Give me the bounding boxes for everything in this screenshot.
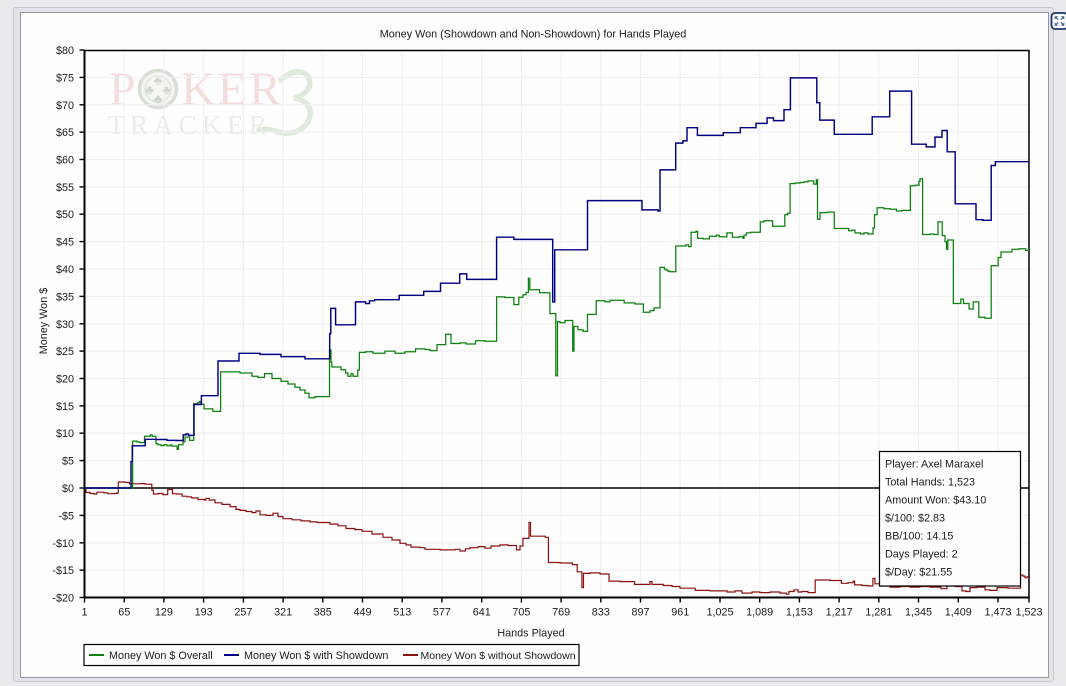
svg-text:$/Day: $21.55: $/Day: $21.55 — [885, 567, 952, 579]
svg-text:1,025: 1,025 — [706, 607, 733, 619]
svg-text:$80: $80 — [56, 45, 74, 57]
svg-text:$65: $65 — [56, 127, 74, 139]
svg-text:$45: $45 — [56, 237, 74, 249]
svg-text:$10: $10 — [56, 428, 74, 440]
svg-text:♣: ♣ — [162, 82, 171, 97]
svg-text:$40: $40 — [56, 264, 74, 276]
svg-text:BB/100: 14.15: BB/100: 14.15 — [885, 531, 953, 543]
svg-text:$0: $0 — [62, 483, 74, 495]
svg-text:513: 513 — [393, 607, 411, 619]
svg-text:$30: $30 — [56, 319, 74, 331]
svg-text:1,281: 1,281 — [865, 607, 892, 619]
svg-text:$5: $5 — [62, 456, 74, 468]
svg-text:129: 129 — [155, 607, 173, 619]
svg-text:Money Won $ Overall: Money Won $ Overall — [109, 650, 213, 662]
svg-text:$35: $35 — [56, 291, 74, 303]
svg-text:$50: $50 — [56, 209, 74, 221]
svg-text:$70: $70 — [56, 100, 74, 112]
svg-text:$60: $60 — [56, 155, 74, 167]
svg-text:833: 833 — [592, 607, 610, 619]
svg-text:$25: $25 — [56, 346, 74, 358]
svg-text:321: 321 — [274, 607, 292, 619]
svg-text:KER: KER — [181, 63, 283, 116]
svg-text:449: 449 — [353, 607, 371, 619]
svg-text:193: 193 — [195, 607, 213, 619]
svg-text:Days Played: 2: Days Played: 2 — [885, 549, 958, 561]
svg-text:705: 705 — [512, 607, 530, 619]
svg-text:1,345: 1,345 — [905, 607, 932, 619]
svg-text:Money Won (Showdown and Non-Sh: Money Won (Showdown and Non-Showdown) fo… — [380, 29, 686, 41]
svg-text:769: 769 — [552, 607, 570, 619]
svg-text:257: 257 — [234, 607, 252, 619]
svg-text:961: 961 — [671, 607, 689, 619]
svg-text:1,523: 1,523 — [1015, 607, 1042, 619]
svg-text:P: P — [109, 63, 136, 116]
svg-text:385: 385 — [314, 607, 332, 619]
svg-text:$55: $55 — [56, 182, 74, 194]
svg-text:Player: Axel Maraxel: Player: Axel Maraxel — [885, 459, 983, 471]
svg-text:-$10: -$10 — [52, 538, 74, 550]
svg-text:Hands Played: Hands Played — [497, 628, 564, 640]
svg-text:♣: ♣ — [154, 73, 163, 88]
svg-text:$20: $20 — [56, 374, 74, 386]
svg-text:577: 577 — [433, 607, 451, 619]
svg-text:$15: $15 — [56, 401, 74, 413]
svg-text:-$20: -$20 — [52, 593, 74, 605]
svg-text:Total Hands: 1,523: Total Hands: 1,523 — [885, 477, 975, 489]
svg-text:$75: $75 — [56, 72, 74, 84]
svg-text:1,217: 1,217 — [826, 607, 853, 619]
svg-text:TRACKER: TRACKER — [108, 110, 273, 140]
svg-text:$/100: $2.83: $/100: $2.83 — [885, 513, 945, 525]
svg-text:897: 897 — [631, 607, 649, 619]
svg-text:1,473: 1,473 — [984, 607, 1011, 619]
svg-text:1,089: 1,089 — [746, 607, 773, 619]
svg-text:Money Won $: Money Won $ — [38, 288, 50, 354]
svg-text:641: 641 — [473, 607, 491, 619]
svg-text:1,409: 1,409 — [945, 607, 972, 619]
svg-text:-$15: -$15 — [52, 565, 74, 577]
svg-text:1,153: 1,153 — [786, 607, 813, 619]
svg-text:Money Won $ with Showdown: Money Won $ with Showdown — [244, 650, 388, 662]
svg-text:Amount Won: $43.10: Amount Won: $43.10 — [885, 495, 986, 507]
svg-text:1: 1 — [81, 607, 87, 619]
svg-text:♣: ♣ — [154, 91, 163, 106]
svg-text:65: 65 — [118, 607, 130, 619]
svg-text:Money Won $ without Showdown: Money Won $ without Showdown — [421, 650, 576, 662]
svg-text:♣: ♣ — [145, 82, 154, 97]
svg-text:-$5: -$5 — [58, 510, 74, 522]
